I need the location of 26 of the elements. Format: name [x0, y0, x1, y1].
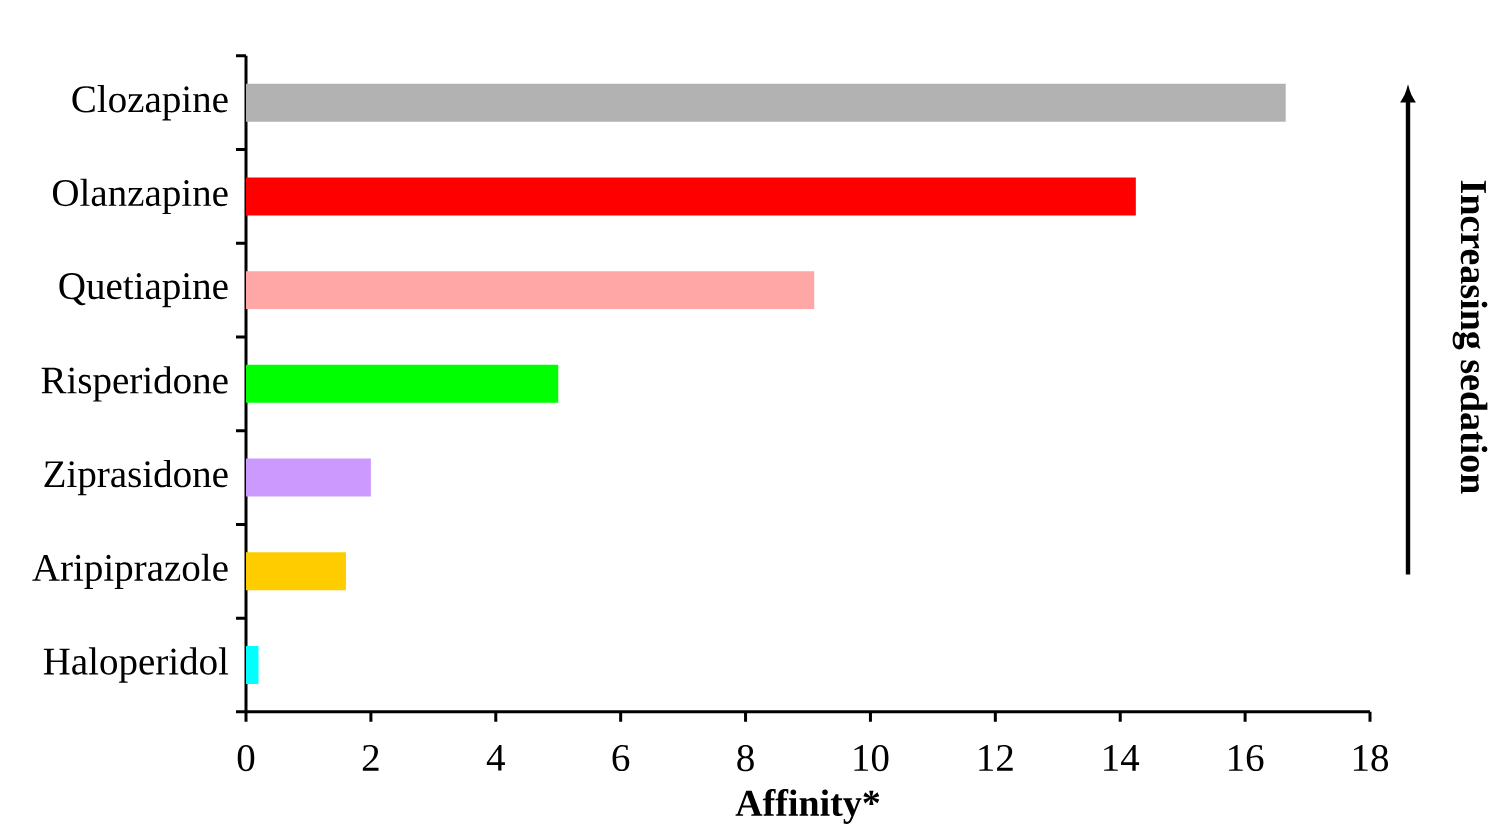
- x-tick-label: 8: [737, 745, 754, 772]
- x-tick-label: 12: [979, 745, 1013, 771]
- bar: [246, 646, 259, 685]
- x-axis-title: Affinity*: [735, 789, 880, 825]
- x-tick-label: 0: [237, 745, 255, 772]
- x-tick-label: 10: [854, 745, 889, 772]
- x-tick-label: 2: [362, 745, 379, 771]
- text: Increasing sedation: [1452, 181, 1488, 495]
- y-tick-label: Olanzapine: [52, 178, 228, 215]
- y-tick-label: Aripiprazole: [32, 553, 228, 590]
- y-tick-label: Ziprasidone: [44, 460, 228, 496]
- x-tick-label: 16: [1229, 745, 1264, 772]
- bar: [246, 271, 815, 310]
- bar: [246, 365, 559, 404]
- y-tick-label: Haloperidol: [43, 647, 229, 683]
- y-tick-label: Risperidone: [41, 366, 228, 402]
- bar: [246, 552, 346, 591]
- y-tick-label: Clozapine: [72, 85, 228, 121]
- x-tick-label: 4: [486, 745, 505, 771]
- x-tick-label: 18: [1353, 745, 1389, 772]
- x-tick-label: 14: [1104, 745, 1140, 771]
- bar: [246, 83, 1286, 122]
- y-tick-label: Quetiapine: [59, 273, 228, 308]
- bar: [246, 177, 1136, 216]
- x-tick-label: 6: [612, 745, 630, 772]
- bar: [246, 458, 371, 497]
